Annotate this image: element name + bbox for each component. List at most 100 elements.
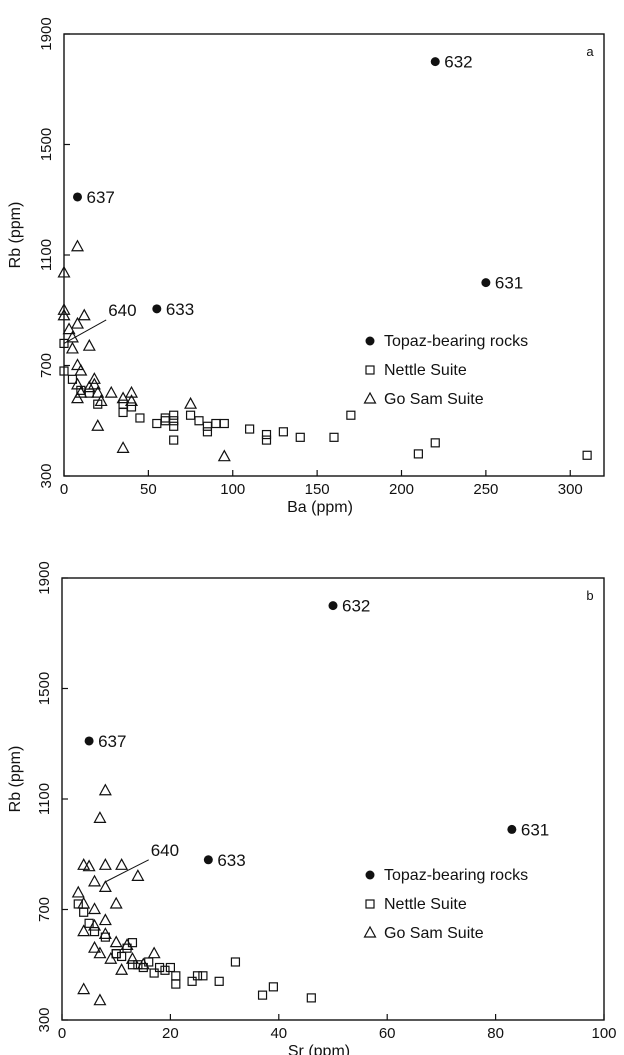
panel-b-point-label: 637 xyxy=(98,732,126,751)
panel-a-x-tick-label: 100 xyxy=(220,481,245,498)
panel-b-open-square-point xyxy=(171,979,181,989)
panel-a-open-triangle-point xyxy=(91,419,105,431)
panel-b-open-square-point xyxy=(149,968,159,978)
panel-a-open-square-point xyxy=(118,399,128,409)
panel-b-open-triangle-point xyxy=(104,951,118,964)
panel-b-x-tick-label: 100 xyxy=(591,1025,616,1042)
panel-a-open-square-point xyxy=(202,421,213,431)
panel-a-open-square-point xyxy=(261,435,272,445)
panel-a-point-label: 631 xyxy=(495,274,523,293)
panel-a-point-label: 637 xyxy=(87,188,115,207)
panel-b-filled-circle-point xyxy=(507,824,517,834)
panel-b-open-triangle-point xyxy=(125,951,139,964)
panel-b-point-label: 632 xyxy=(342,597,370,616)
panel-b-open-square-point xyxy=(257,990,268,1000)
panel-b-filled-circle-point xyxy=(328,601,338,611)
panel-a-y-axis-title: Rb (ppm) xyxy=(7,202,24,269)
panel-a-open-square-point xyxy=(126,402,137,412)
panel-a-y-tick-label: 300 xyxy=(38,463,55,488)
panel-b-open-triangle-point xyxy=(136,957,150,970)
panel-b-open-square-point xyxy=(160,965,170,975)
panel-b-open-square-point xyxy=(306,993,316,1003)
panel-b-plot-frame xyxy=(61,577,605,1021)
panel-b-open-square-point xyxy=(171,971,181,981)
panel-a-y-tick-label: 700 xyxy=(38,353,55,378)
panel-a-x-tick-label: 200 xyxy=(389,481,414,498)
panel-b-open-triangle-point xyxy=(77,896,91,909)
panel-b-open-square-point xyxy=(165,962,175,973)
panel-b-open-triangle-point xyxy=(109,896,123,909)
panel-a-open-triangle-point xyxy=(65,341,79,354)
panel-b-open-triangle-point xyxy=(93,946,107,959)
panel-a-x-tick-label: 0 xyxy=(60,481,68,498)
panel-a-open-square-point xyxy=(169,410,179,420)
panel-a-open-triangle-point xyxy=(87,372,101,384)
panel-b-y-tick-label: 1900 xyxy=(36,561,53,594)
panel-b-legend-label: Topaz-bearing rocks xyxy=(384,867,528,884)
panel-a-open-square-point xyxy=(211,418,221,429)
panel-a-legend-label: Nettle Suite xyxy=(384,362,467,379)
panel-a-open-square-point xyxy=(160,416,170,426)
panel-b-legend-label: Go Sam Suite xyxy=(384,925,484,942)
panel-a-open-square-point xyxy=(169,416,179,426)
panel-b-open-square-point xyxy=(111,949,121,959)
panel-a-open-square-point xyxy=(261,429,272,440)
panel-a-open-square-point xyxy=(329,432,339,442)
panel-a-open-square-point xyxy=(413,449,423,459)
panel-a-open-square-point xyxy=(219,418,229,429)
panel-b-open-square-point xyxy=(268,982,278,992)
panel-b-open-triangle-point xyxy=(109,935,123,948)
panel-a-legend-label: Go Sam Suite xyxy=(384,391,484,408)
panel-a-open-triangle-point xyxy=(116,441,130,453)
panel-a-y-tick-label: 1900 xyxy=(38,17,55,50)
panel-b-open-square-point xyxy=(127,960,138,970)
panel-b-open-triangle-point xyxy=(71,885,85,898)
panel-b-open-triangle-point xyxy=(98,880,112,893)
panel-a-open-square-point xyxy=(194,416,204,426)
panel-a-legend-marker xyxy=(365,365,375,375)
panel-b-y-axis-title: Rb (ppm) xyxy=(7,746,24,813)
panel-b-letter: b xyxy=(586,588,593,603)
panel-a-open-square-point xyxy=(202,427,213,437)
panel-b-annotation-line xyxy=(105,859,149,883)
panel-a-open-square-point xyxy=(59,338,69,348)
panel-b-open-triangle-point xyxy=(77,982,91,995)
panel-a-open-triangle-point xyxy=(70,316,85,329)
panel-b-legend-marker xyxy=(365,870,375,880)
panel-b-open-triangle-point xyxy=(88,874,102,887)
panel-b-open-triangle-point xyxy=(120,938,134,951)
panel-a-open-square-point xyxy=(67,374,78,384)
panel-b-open-triangle-point xyxy=(115,858,129,870)
panel-b-open-triangle-point xyxy=(115,963,129,975)
panel-a-filled-circle-point xyxy=(152,304,162,314)
panel-b-x-tick-label: 0 xyxy=(58,1025,66,1042)
panel-a-x-tick-label: 250 xyxy=(473,481,498,498)
panel-b-open-triangle-point xyxy=(88,918,102,931)
panel-b-open-square-point xyxy=(89,926,100,937)
panel-a-annotation-label: 640 xyxy=(108,301,136,320)
panel-b-x-tick-label: 80 xyxy=(487,1025,504,1042)
panel-a-open-square-point xyxy=(582,450,592,460)
panel-b-open-triangle-point xyxy=(98,858,112,870)
panel-a-open-triangle-point xyxy=(94,394,108,407)
panel-b-filled-circle-point xyxy=(203,855,213,865)
panel-a-open-square-point xyxy=(245,424,255,434)
panel-a-x-tick-label: 300 xyxy=(558,481,583,498)
panel-a-open-triangle-point xyxy=(70,377,85,390)
panel-b-open-square-point xyxy=(122,943,132,953)
panel-a-open-triangle-point xyxy=(124,385,139,398)
panel-a-open-triangle-point xyxy=(217,449,231,462)
panel-a-open-square-point xyxy=(118,407,128,418)
panel-b-point-label: 631 xyxy=(521,820,549,839)
panel-b-x-tick-label: 60 xyxy=(379,1025,396,1042)
panel-b-open-square-point xyxy=(144,957,154,967)
panel-a-open-square-point xyxy=(84,388,94,398)
panel-b-legend-marker xyxy=(363,925,377,938)
panel-b-y-tick-label: 700 xyxy=(36,897,53,922)
panel-a-open-triangle-point xyxy=(124,394,139,407)
panel-a-annotation-line xyxy=(63,319,107,344)
panel-b-open-square-point xyxy=(111,949,121,959)
panel-b-open-triangle-point xyxy=(98,927,112,939)
panel-a-y-tick-label: 1100 xyxy=(38,239,55,271)
